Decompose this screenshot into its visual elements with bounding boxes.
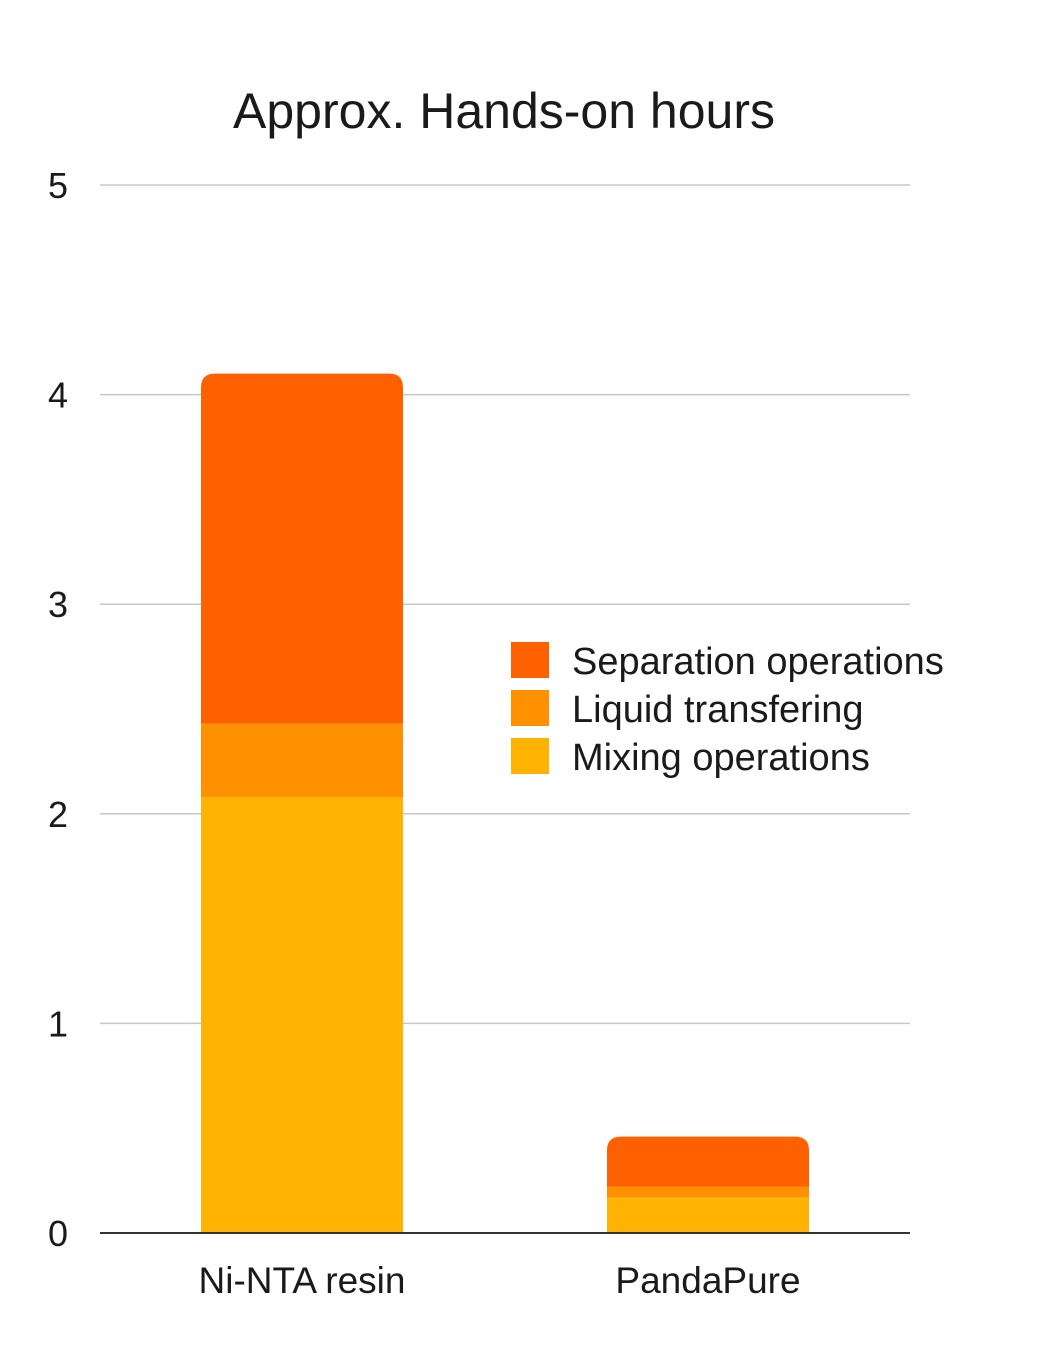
x-category-label: Ni-NTA resin (199, 1260, 406, 1301)
chart-title: Approx. Hands-on hours (233, 83, 775, 139)
legend-label: Separation operations (572, 641, 944, 683)
legend-label: Mixing operations (572, 737, 870, 779)
y-tick-label: 0 (48, 1213, 68, 1254)
legend-swatch (511, 738, 549, 774)
y-tick-label: 2 (48, 794, 68, 835)
y-tick-label: 3 (48, 584, 68, 625)
y-tick-label: 4 (48, 375, 68, 416)
bar-segment (607, 1136, 809, 1187)
bar-segment (607, 1186, 809, 1198)
legend-swatch (511, 642, 549, 678)
bar-segment (201, 373, 403, 724)
bar-segment (201, 723, 403, 798)
legend: Separation operations Liquid transfering M… (511, 641, 944, 779)
bar-segment (607, 1197, 809, 1233)
x-category-label: PandaPure (615, 1260, 800, 1301)
y-tick-label: 1 (48, 1003, 68, 1044)
bars (201, 373, 809, 1233)
x-axis-categories: Ni-NTA resin PandaPure (199, 1260, 801, 1301)
legend-swatch (511, 690, 549, 726)
legend-label: Liquid transfering (572, 689, 864, 731)
y-tick-label: 5 (48, 165, 68, 206)
y-axis-ticks: 0 1 2 3 4 5 (48, 165, 68, 1254)
bar-segment (201, 797, 403, 1233)
